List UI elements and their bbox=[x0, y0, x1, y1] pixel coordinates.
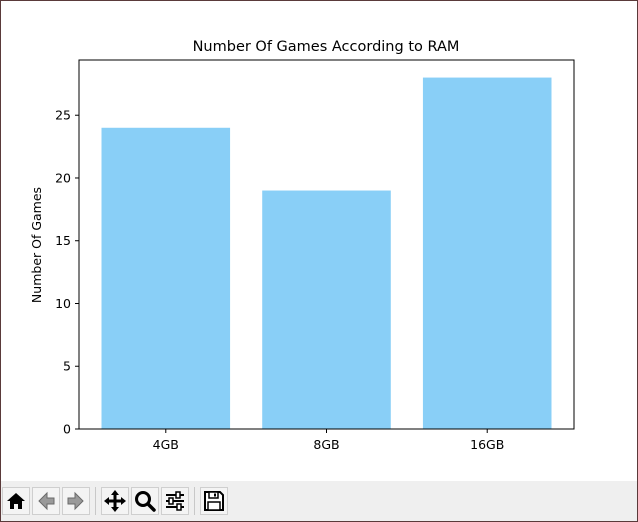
zoom-button[interactable] bbox=[131, 487, 159, 515]
home-icon bbox=[7, 493, 25, 509]
magnifier-icon bbox=[135, 491, 156, 512]
bar-4GB bbox=[101, 127, 231, 429]
y-tick-label: 0 bbox=[63, 422, 71, 437]
configure-subplots-button[interactable] bbox=[161, 487, 189, 515]
pan-button[interactable] bbox=[101, 487, 129, 515]
x-tick-label: 8GB bbox=[313, 437, 339, 452]
y-tick-label: 10 bbox=[55, 296, 71, 311]
y-tick-label: 20 bbox=[55, 170, 71, 185]
bar-16GB bbox=[422, 77, 552, 430]
navigation-toolbar bbox=[1, 481, 637, 521]
back-arrow-icon bbox=[38, 491, 55, 511]
toolbar-separator bbox=[194, 487, 195, 515]
floppy-disk-icon bbox=[204, 491, 224, 511]
toolbar-separator bbox=[95, 487, 96, 515]
y-tick-label: 25 bbox=[55, 108, 71, 123]
forward-arrow-icon bbox=[67, 491, 84, 511]
move-icon bbox=[104, 490, 126, 512]
chart-title: Number Of Games According to RAM bbox=[193, 39, 460, 55]
forward-button[interactable] bbox=[62, 487, 90, 515]
figure-canvas[interactable]: Number Of Games According to RAM Number … bbox=[1, 1, 637, 481]
y-axis-label: Number Of Games bbox=[29, 187, 44, 303]
y-tick-label: 5 bbox=[63, 359, 71, 374]
bar-8GB bbox=[262, 190, 391, 429]
x-tick-label: 16GB bbox=[470, 437, 504, 452]
save-button[interactable] bbox=[200, 487, 228, 515]
bar-chart: Number Of Games According to RAM Number … bbox=[29, 39, 575, 452]
back-button[interactable] bbox=[32, 487, 60, 515]
x-tick-label: 4GB bbox=[153, 437, 179, 452]
y-tick-label: 15 bbox=[55, 233, 71, 248]
sliders-icon bbox=[166, 491, 184, 511]
home-button[interactable] bbox=[2, 487, 30, 515]
